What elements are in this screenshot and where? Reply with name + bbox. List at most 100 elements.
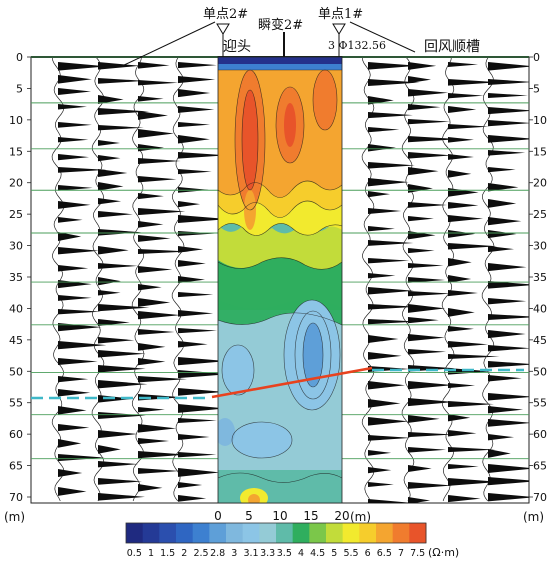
trace-lobe	[448, 275, 472, 283]
trace-lobe	[488, 263, 527, 272]
depth-tick-label: 35	[533, 271, 547, 284]
trace-lobe	[408, 304, 446, 313]
depth-tick-label: 40	[533, 302, 547, 315]
trace-lobe	[98, 169, 128, 177]
trace-lobe	[488, 167, 516, 173]
trace-lobe	[488, 120, 529, 127]
colorbar-label: 3.5	[277, 548, 292, 559]
colorbar-swatch	[176, 523, 194, 543]
trace-lobe	[178, 468, 218, 477]
trace-lobe	[408, 381, 454, 390]
trace-lobe	[488, 230, 517, 239]
trace-lobe	[98, 211, 133, 218]
trace-lobe	[408, 334, 445, 342]
colorbar-swatch	[209, 523, 227, 543]
colorbar-label: 4.5	[310, 548, 325, 559]
trace-lobe	[98, 337, 135, 344]
trace-lobe	[408, 415, 440, 423]
trace-lobe	[58, 167, 107, 173]
trace-lobe	[448, 93, 484, 99]
trace-lobe	[98, 365, 146, 373]
depth-tick-label: 65	[533, 460, 547, 473]
trace-lobe	[98, 125, 144, 131]
depth-tick-label: 50	[9, 365, 23, 378]
trace-lobe	[448, 430, 477, 437]
trace-lobe	[488, 135, 529, 143]
trace-lobe	[408, 497, 431, 503]
trace-lobe	[368, 273, 396, 279]
trace-lobe	[138, 129, 174, 138]
trace-lobe	[368, 144, 396, 152]
trace-lobe	[448, 106, 477, 114]
trace-lobe	[58, 439, 82, 448]
depth-tick-label: 15	[9, 145, 23, 158]
trace-lobe	[58, 487, 87, 496]
trace-lobe	[178, 260, 206, 267]
trace-lobe	[58, 75, 92, 84]
trace-lobe	[368, 499, 412, 503]
trace-lobe	[488, 62, 529, 71]
trace-wiggle	[361, 57, 375, 502]
trace-lobe	[448, 202, 479, 209]
trace-lobe	[178, 169, 212, 175]
trace-lobe	[368, 482, 394, 488]
trace-lobe	[98, 246, 129, 255]
trace-lobe	[138, 468, 180, 474]
depth-tick-label: 70	[9, 491, 23, 504]
colorbar-label: 1.5	[160, 548, 175, 559]
trace-lobe	[368, 399, 401, 408]
right-axis-unit: (m)	[523, 510, 544, 524]
depth-tick-label: 55	[9, 397, 23, 410]
trace-lobe	[58, 358, 98, 366]
trace-lobe	[368, 335, 399, 344]
colorbar-swatch	[292, 523, 310, 543]
trace-lobe	[138, 144, 165, 152]
trace-lobe	[58, 201, 91, 209]
label-return-air: 回风顺槽	[424, 39, 480, 55]
trace-lobe	[58, 137, 89, 143]
depth-tick-label: 55	[533, 397, 547, 410]
trace-lobe	[448, 243, 498, 250]
trace-lobe	[488, 406, 524, 414]
interpreted-boundary-line	[211, 366, 373, 399]
trace-lobe	[98, 304, 150, 312]
depth-tick-label: 40	[9, 302, 23, 315]
trace-lobe	[448, 341, 489, 348]
colorbar-label: 2.5	[193, 548, 208, 559]
trace-lobe	[58, 232, 82, 241]
trace-lobe	[58, 376, 89, 383]
trace-lobe	[178, 310, 214, 317]
depth-tick-label: 0	[533, 51, 540, 64]
trace-lobe	[448, 290, 478, 297]
colorbar-swatch	[242, 523, 260, 543]
trace-lobe	[58, 122, 92, 128]
trace-lobe	[138, 158, 181, 165]
trace-lobe	[488, 493, 529, 502]
trace-lobe	[178, 135, 210, 144]
label-transient-2: 瞬变2#	[258, 17, 303, 33]
depth-tick-label: 65	[9, 460, 23, 473]
trace-lobe	[98, 198, 122, 205]
trace-lobe	[178, 76, 216, 84]
label-heading: 迎头	[223, 39, 251, 55]
trace-lobe	[448, 383, 476, 389]
resistivity-contour-panel	[218, 57, 342, 503]
trace-lobe	[488, 314, 529, 320]
trace-lobe	[58, 217, 83, 223]
trace-lobe	[138, 424, 177, 433]
section-distance-axis: 0 5 10 15 20	[214, 509, 349, 523]
trace-lobe	[178, 106, 215, 113]
trace-lobe	[408, 89, 449, 97]
trace-lobe	[58, 62, 107, 71]
trace-lobe	[98, 182, 124, 191]
colorbar-border	[125, 522, 427, 544]
trace-lobe	[58, 104, 87, 110]
colorbar-swatch	[226, 523, 244, 543]
colorbar-swatch	[392, 523, 410, 543]
trace-lobe	[448, 447, 496, 453]
trace-lobe	[178, 482, 203, 489]
trace-lobe	[408, 398, 454, 407]
trace-lobe	[58, 389, 91, 397]
trace-lobe	[58, 247, 99, 255]
trace-lobe	[98, 350, 146, 358]
